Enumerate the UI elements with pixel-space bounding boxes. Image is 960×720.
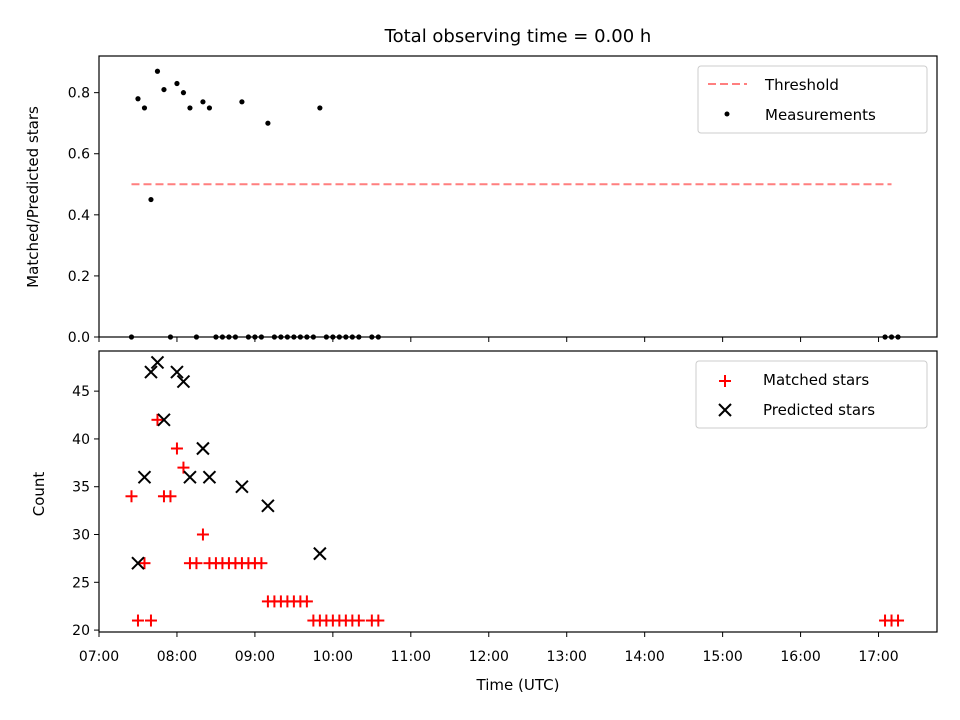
matched-star-point	[144, 614, 157, 627]
x-tick-label: 12:00	[469, 649, 509, 665]
matched-star-point	[892, 614, 905, 627]
predicted-star-point	[131, 556, 145, 570]
matched-stars-legend-swatch	[719, 375, 731, 387]
threshold-legend-label: Threshold	[764, 76, 839, 94]
bottom-panel: 20 25 30 35 40 45 07:00 08:00 09:00 10:00 11:00 12…	[30, 350, 938, 694]
matched-star-point	[196, 528, 209, 541]
top-y-tick-label: 0.6	[68, 147, 90, 163]
matched-star-point	[138, 557, 151, 570]
predicted-star-point	[157, 413, 171, 427]
top-axes-frame	[98, 55, 938, 338]
bottom-plot-area	[125, 355, 905, 627]
predicted-star-point	[183, 470, 197, 484]
top-panel: Total observing time = 0.00 h 0.00.20.40…	[24, 26, 938, 346]
bottom-axes-frame	[98, 350, 938, 633]
measurements-legend-swatch	[724, 111, 730, 117]
predicted-stars-legend-label: Predicted stars	[763, 401, 875, 419]
matched-star-point	[164, 490, 177, 503]
top-x-ticks	[98, 337, 880, 342]
measurement-point	[200, 99, 206, 105]
matched-star-point	[151, 413, 164, 426]
predicted-star-point	[196, 441, 210, 456]
top-y-tick-label: 0.2	[68, 269, 90, 285]
bottom-y-tick-label: 45	[72, 384, 90, 400]
measurement-point	[174, 80, 180, 87]
matched-star-point	[170, 442, 183, 455]
predicted-star-point	[313, 546, 327, 561]
top-y-tick-label: 0.8	[68, 86, 90, 102]
measurement-point	[265, 120, 271, 126]
predicted-star-point	[261, 499, 275, 513]
matched-star-point	[255, 557, 268, 570]
matched-star-point	[177, 461, 190, 474]
measurement-point	[180, 90, 187, 96]
predicted-star-point	[137, 470, 152, 484]
measurement-point	[187, 105, 193, 111]
x-tick-label: 09:00	[235, 649, 275, 665]
measurement-point	[141, 105, 148, 111]
predicted-star-point	[150, 355, 165, 370]
top-y-axis: 0.0 0.2 0.4 0.6 0.8	[68, 86, 99, 346]
x-tick-label: 17:00	[858, 649, 898, 665]
top-legend: Threshold Measurements	[697, 65, 928, 134]
bottom-legend: Matched stars Predicted stars	[695, 360, 928, 429]
chart-title: Total observing time = 0.00 h	[384, 26, 652, 47]
bottom-x-axis: 07:00 08:00 09:00 10:00 11:00 12:00 13:00 14:00…	[79, 632, 899, 665]
predicted-stars-legend-swatch	[718, 403, 732, 417]
bottom-y-tick-label: 30	[72, 528, 90, 544]
matched-star-point	[372, 614, 385, 627]
bottom-y-tick-label: 25	[72, 575, 90, 591]
measurement-point	[154, 68, 161, 74]
measurement-point	[317, 105, 323, 111]
measurement-point	[135, 96, 141, 102]
top-y-axis-label: Matched/Predicted stars	[24, 106, 42, 288]
matched-star-point	[300, 595, 313, 608]
predicted-star-point	[235, 480, 249, 494]
matched-star-point	[352, 614, 365, 627]
measurements-legend-label: Measurements	[765, 106, 876, 124]
predicted-star-point	[170, 365, 184, 379]
bottom-y-tick-label: 20	[72, 623, 90, 639]
predicted-star-point	[202, 470, 217, 484]
bottom-y-tick-label: 40	[72, 432, 90, 448]
x-tick-label: 07:00	[79, 649, 119, 665]
top-legend-box	[697, 65, 928, 134]
measurement-point	[161, 86, 167, 93]
x-tick-label: 15:00	[702, 649, 742, 665]
measurement-point	[239, 99, 245, 105]
matched-stars-legend-label: Matched stars	[763, 371, 869, 389]
top-y-tick-label: 0.0	[68, 330, 90, 346]
x-tick-label: 16:00	[780, 649, 820, 665]
x-tick-label: 10:00	[313, 649, 353, 665]
matched-star-point	[190, 557, 203, 570]
x-tick-label: 11:00	[391, 649, 431, 665]
bottom-y-axis-label: Count	[30, 472, 48, 517]
measurement-point	[206, 105, 213, 111]
matched-star-point	[131, 614, 144, 627]
top-y-tick-label: 0.4	[68, 208, 90, 224]
x-tick-label: 13:00	[547, 649, 587, 665]
x-tick-label: 08:00	[157, 649, 197, 665]
bottom-y-tick-label: 35	[72, 480, 90, 496]
measurement-point	[148, 196, 154, 203]
bottom-legend-box	[695, 360, 928, 429]
predicted-star-point	[176, 374, 191, 389]
bottom-y-axis: 20 25 30 35 40 45	[72, 384, 99, 639]
matched-star-point	[125, 490, 138, 503]
predicted-star-point	[144, 365, 158, 379]
x-axis-label: Time (UTC)	[476, 676, 560, 694]
x-tick-label: 14:00	[624, 649, 664, 665]
